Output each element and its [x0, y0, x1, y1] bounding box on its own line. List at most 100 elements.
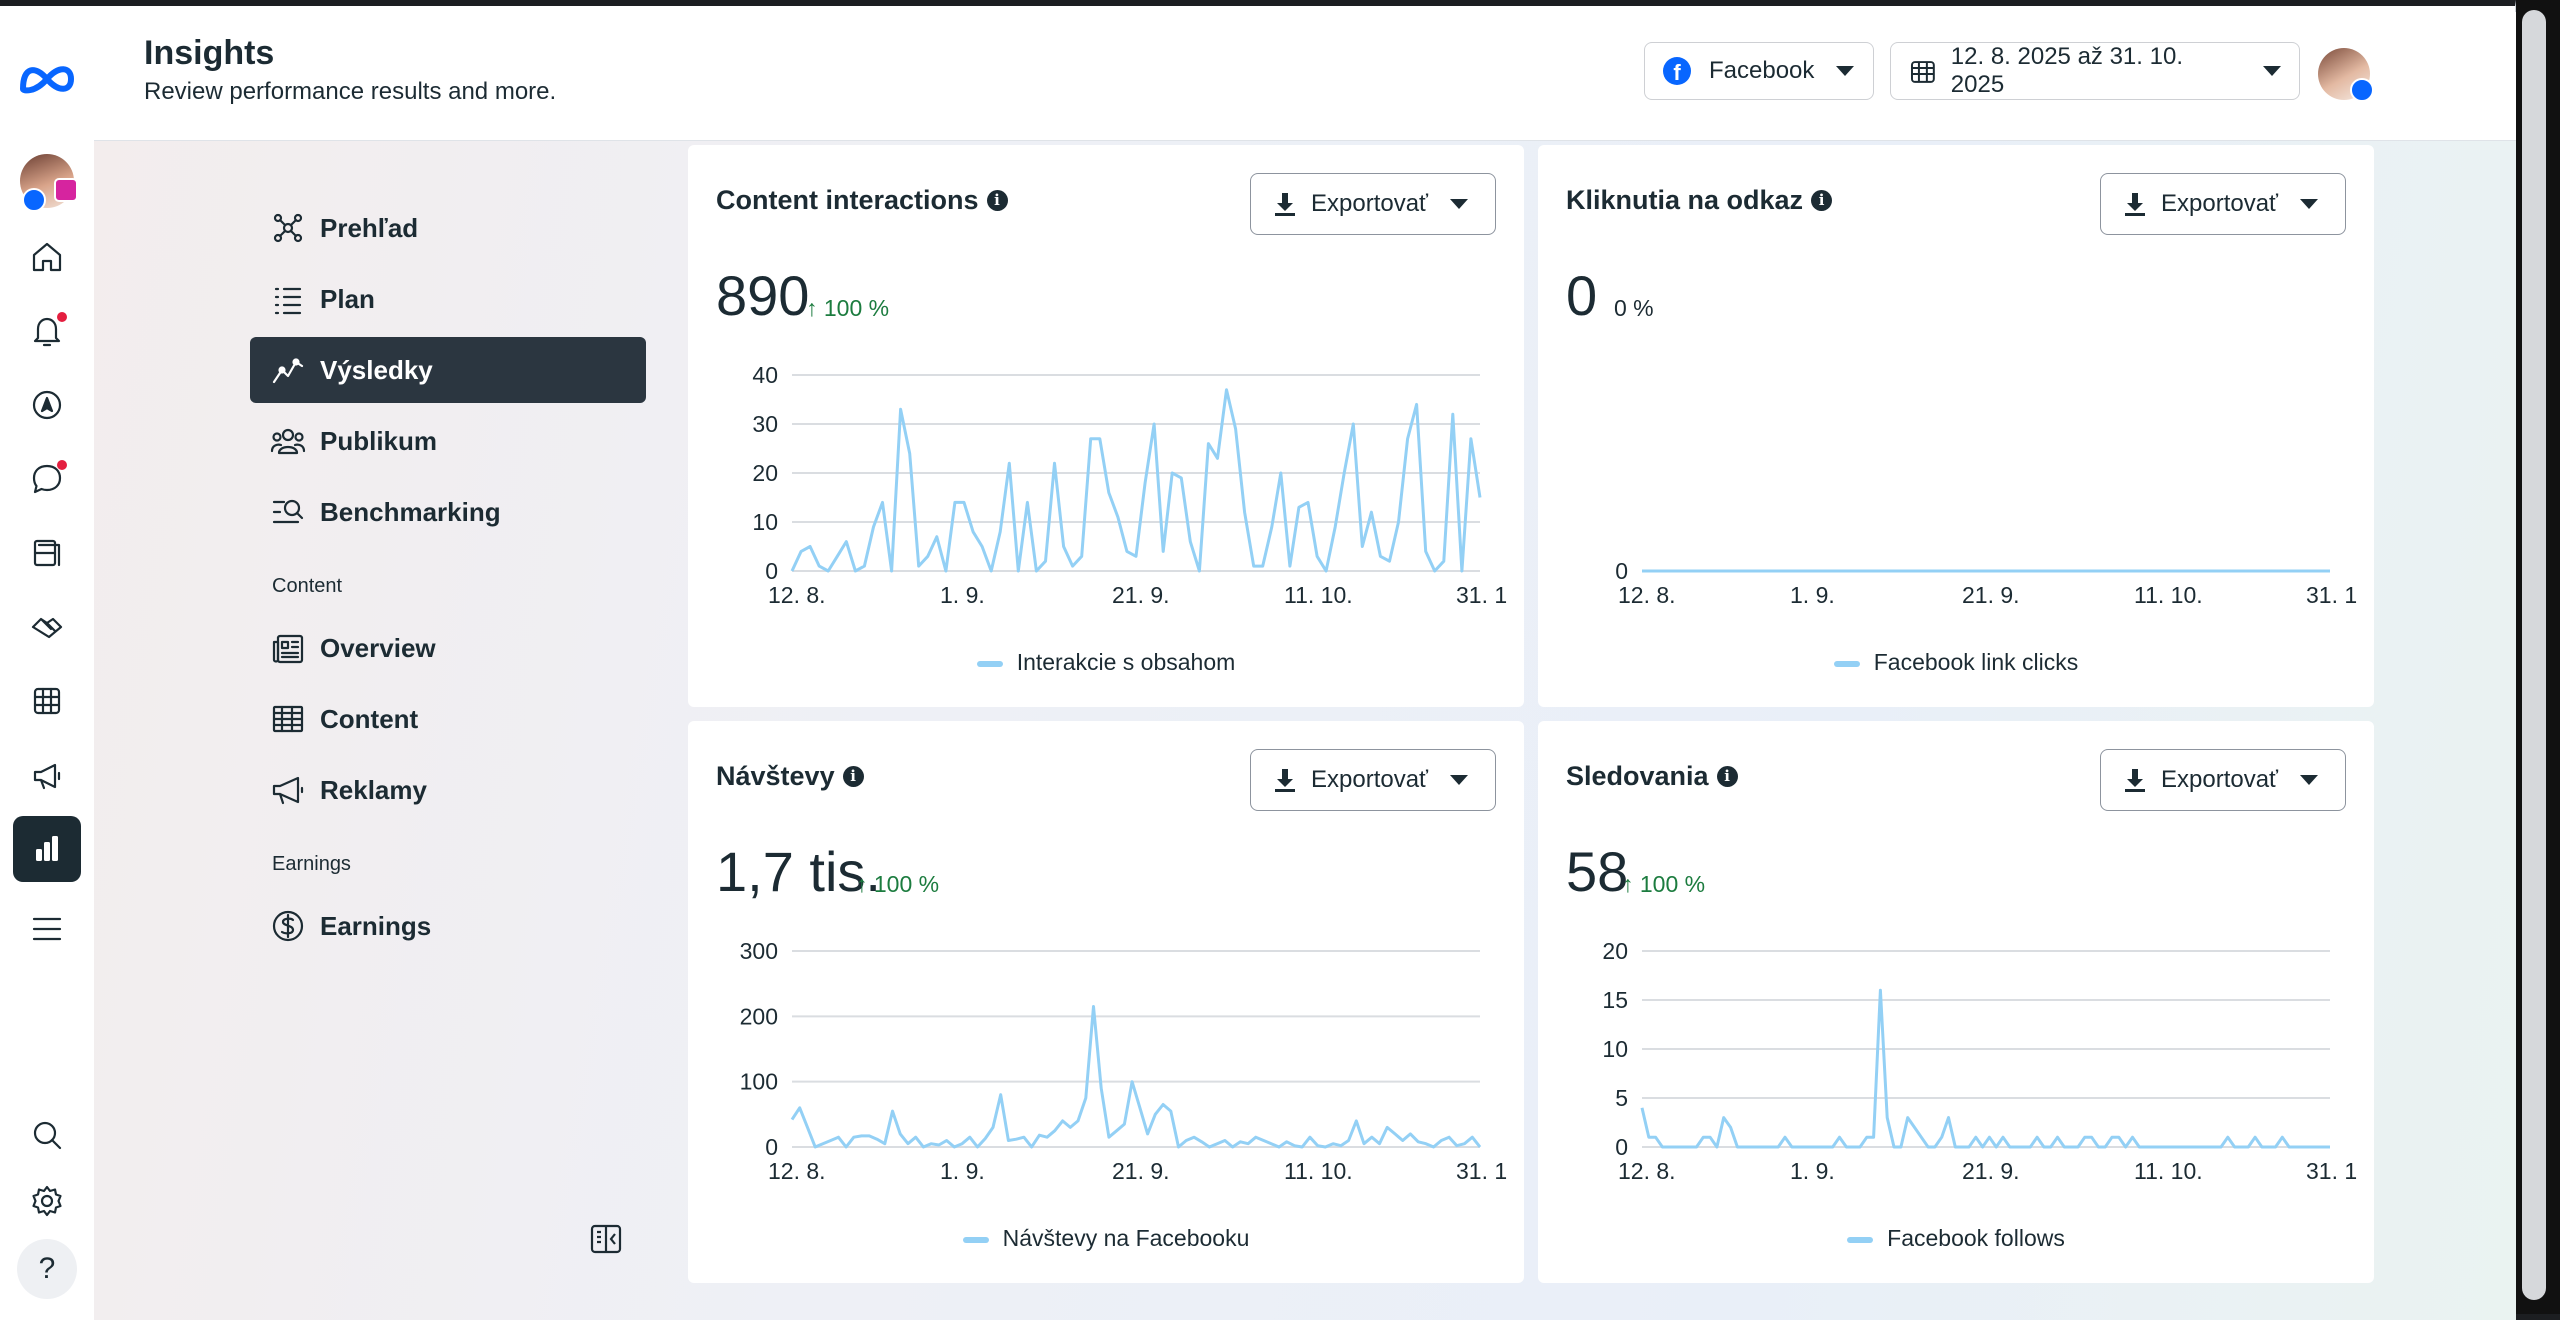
y-tick-label: 30: [752, 411, 778, 437]
line-chart: 0 10 20 30 40 12. 8. 1. 9. 21. 9. 11. 10. 31. 1: [752, 362, 1507, 605]
calendar-icon: [1910, 61, 1935, 83]
nav-label: Overview: [320, 632, 436, 663]
search-icon[interactable]: [13, 1102, 81, 1168]
legend-swatch: [976, 660, 1003, 667]
y-tick-label: 10: [752, 509, 778, 535]
info-icon[interactable]: i: [842, 766, 864, 787]
export-button[interactable]: Exportovať: [1250, 173, 1496, 235]
chevron-down-icon: [2300, 775, 2319, 785]
nav-item-results[interactable]: Výsledky: [250, 337, 646, 403]
chart-legend[interactable]: Facebook link clicks: [1538, 649, 2374, 676]
profile-avatar[interactable]: [13, 148, 81, 214]
nav-item-earnings[interactable]: Earnings: [250, 893, 646, 959]
y-tick-label: 100: [740, 1069, 778, 1095]
legend-swatch: [962, 1236, 989, 1243]
card-title-text: Kliknutia na odkaz: [1566, 185, 1804, 215]
arrow-up-icon: ↑: [856, 871, 868, 897]
dollar-icon: [272, 910, 304, 942]
x-tick-label: 11. 10.: [2134, 1158, 2203, 1181]
nav-label: Publikum: [320, 425, 438, 456]
series-line: [790, 1005, 1482, 1149]
platform-selector[interactable]: f Facebook: [1644, 42, 1874, 100]
nav-label: Earnings: [320, 910, 432, 941]
metric-change: ↑ 100 %: [856, 871, 939, 898]
export-button[interactable]: Exportovať: [2100, 173, 2346, 235]
nav-label: Benchmarking: [320, 496, 501, 527]
series-line: [790, 388, 1482, 573]
plan-icon: [274, 287, 302, 315]
y-tick-label: 5: [1615, 1085, 1628, 1111]
export-label: Exportovať: [2161, 766, 2279, 793]
change-text: 100 %: [1639, 871, 1706, 897]
y-tick-label: 300: [740, 938, 778, 964]
x-tick-label: 12. 8.: [1618, 582, 1676, 605]
chart-legend[interactable]: Facebook follows: [1538, 1225, 2374, 1252]
nav-item-content[interactable]: Content: [250, 686, 646, 752]
metric-change: ↑ 100 %: [1622, 871, 1705, 898]
export-button[interactable]: Exportovať: [2100, 749, 2346, 811]
insights-subnav: Prehľad Plan Výsledky Publikum Benchmark…: [94, 141, 654, 1320]
nav-item-benchmarking[interactable]: Benchmarking: [250, 479, 646, 545]
x-tick-label: 31. 1: [1456, 1158, 1507, 1181]
info-icon[interactable]: i: [1716, 766, 1738, 787]
settings-icon[interactable]: [13, 1168, 81, 1234]
info-icon[interactable]: i: [986, 190, 1008, 211]
benchmarking-icon: [272, 499, 304, 524]
newspaper-icon: [272, 634, 304, 664]
chart-legend[interactable]: Návštevy na Facebooku: [688, 1225, 1524, 1252]
metric-change: 0 %: [1614, 295, 1654, 322]
info-icon[interactable]: i: [1811, 190, 1833, 211]
y-tick-label: 40: [752, 362, 778, 388]
x-tick-label: 21. 9.: [1962, 582, 2020, 605]
x-tick-label: 1. 9.: [940, 1158, 985, 1181]
x-tick-label: 31. 1: [1456, 582, 1507, 605]
legend-swatch: [1833, 660, 1860, 667]
megaphone-icon[interactable]: [13, 742, 81, 808]
table-icon[interactable]: [13, 668, 81, 734]
scrollbar[interactable]: [2522, 10, 2546, 1300]
nav-item-ads[interactable]: Reklamy: [250, 757, 646, 823]
nav-item-plan[interactable]: Plan: [250, 266, 646, 332]
card-title: Sledovania i: [1566, 761, 1738, 792]
left-rail: ?: [0, 12, 94, 1320]
card-title-text: Content interactions: [716, 185, 979, 215]
export-button[interactable]: Exportovať: [1250, 749, 1496, 811]
legend-swatch: [1847, 1236, 1874, 1243]
menu-icon[interactable]: [13, 896, 81, 962]
nav-item-audience[interactable]: Publikum: [250, 408, 646, 474]
card-title-text: Sledovania: [1566, 761, 1709, 791]
notifications-icon[interactable]: [13, 298, 81, 364]
nav-item-content-overview[interactable]: Overview: [250, 615, 646, 681]
home-icon[interactable]: [13, 224, 81, 290]
account-avatar[interactable]: [2318, 48, 2374, 102]
date-range-label: 12. 8. 2025 až 31. 10. 2025: [1950, 43, 2183, 98]
export-label: Exportovať: [1311, 190, 1429, 217]
arrow-up-icon: ↑: [806, 295, 818, 321]
y-tick-label: 20: [752, 460, 778, 486]
collapse-panel-icon[interactable]: [586, 1219, 626, 1259]
metric-change: ↑ 100 %: [806, 295, 889, 322]
nav-label: Plan: [320, 283, 375, 314]
nav-label: Výsledky: [320, 354, 433, 385]
change-text: 100 %: [823, 295, 890, 321]
insights-icon[interactable]: [13, 816, 81, 882]
legend-label: Facebook follows: [1887, 1225, 2065, 1251]
x-tick-label: 12. 8.: [768, 1158, 826, 1181]
chart-legend[interactable]: Interakcie s obsahom: [688, 649, 1524, 676]
table-icon: [272, 705, 304, 733]
help-icon[interactable]: ?: [13, 1236, 81, 1302]
content-icon[interactable]: [13, 520, 81, 586]
nav-item-overview[interactable]: Prehľad: [250, 195, 646, 261]
card-content-interactions: Content interactions i Exportovať 890 ↑ 1…: [688, 145, 1524, 707]
partnerships-icon[interactable]: [13, 594, 81, 660]
change-text: 0 %: [1614, 295, 1654, 321]
card-title: Kliknutia na odkaz i: [1566, 185, 1833, 216]
legend-label: Návštevy na Facebooku: [1002, 1225, 1250, 1251]
meta-logo-icon[interactable]: [13, 46, 81, 112]
compass-icon[interactable]: [13, 372, 81, 438]
messages-icon[interactable]: [13, 446, 81, 512]
y-tick-label: 0: [765, 558, 778, 584]
date-range-selector[interactable]: 12. 8. 2025 až 31. 10. 2025: [1890, 42, 2300, 100]
